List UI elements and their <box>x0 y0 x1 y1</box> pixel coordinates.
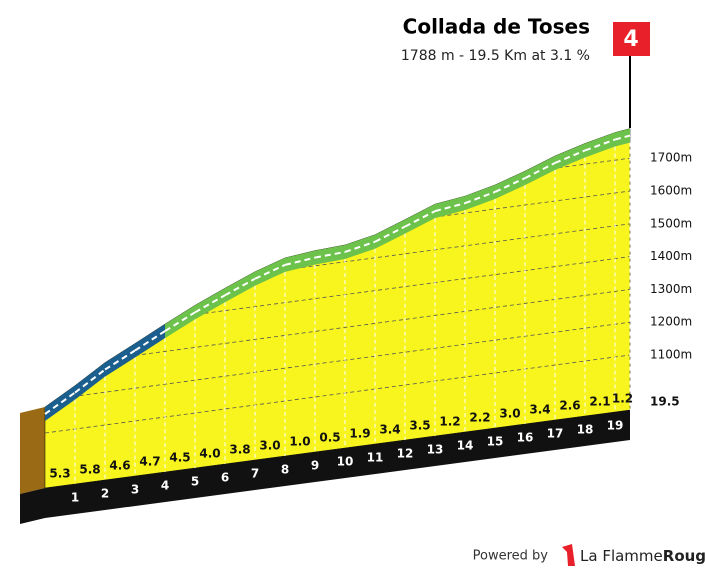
y-tick-label: 1100m <box>650 348 692 362</box>
brand: La FlammeRouge <box>580 547 705 565</box>
gradient-label: 4.7 <box>139 455 160 469</box>
gradient-label: 3.8 <box>229 443 250 457</box>
gradient-segment <box>135 324 165 358</box>
center-dash <box>284 256 316 266</box>
center-dash <box>434 202 466 213</box>
center-dash <box>194 294 226 314</box>
center-dash <box>164 311 196 332</box>
y-tick-label: 1200m <box>650 315 692 329</box>
x-tick-label: 12 <box>397 447 414 461</box>
center-dash <box>524 162 556 180</box>
gradient-label: 3.0 <box>259 439 280 453</box>
x-tick-label: 16 <box>517 431 534 445</box>
gradient-segment <box>255 257 285 286</box>
x-tick-label: 9 <box>311 459 319 473</box>
x-tick-label: 3 <box>131 483 139 497</box>
gradient-segment <box>525 155 555 186</box>
x-tick-label: 10 <box>337 455 354 469</box>
center-dash <box>314 251 346 259</box>
gradient-segment <box>195 288 225 320</box>
gradient-label: 1.9 <box>349 427 370 441</box>
center-dash <box>494 177 526 193</box>
profile: 1100m1200m1300m1400m1500m1600m1700m5.315… <box>20 128 692 524</box>
gradient-segment <box>405 204 435 234</box>
center-dash <box>254 263 286 280</box>
side-face <box>20 407 45 494</box>
gradient-segment <box>45 385 75 421</box>
center-dash <box>344 240 376 253</box>
x-tick-label: 18 <box>577 423 594 437</box>
gradient-label: 1.2 <box>612 392 633 406</box>
gradient-label: 4.0 <box>199 447 220 461</box>
gradient-segment <box>105 343 135 377</box>
x-tick-label: 6 <box>221 471 229 485</box>
grid-line <box>45 289 630 368</box>
x-tick-label: 17 <box>547 427 564 441</box>
gradient-segment <box>375 219 405 249</box>
x-tick-label: 15 <box>487 435 504 449</box>
gradient-segment <box>225 271 255 303</box>
y-tick-label: 1700m <box>650 151 692 165</box>
x-tick-label: 19 <box>607 419 624 433</box>
gradient-label: 5.8 <box>79 463 100 477</box>
gradient-label: 2.2 <box>469 411 490 425</box>
x-tick-label: 14 <box>457 439 474 453</box>
gradient-segment <box>555 143 585 170</box>
gradient-label: 2.6 <box>559 399 580 413</box>
km-band <box>45 410 630 518</box>
y-tick-label: 1300m <box>650 282 692 296</box>
chart-subtitle: 1788 m - 19.5 Km at 3.1 % <box>401 48 590 64</box>
center-dash <box>224 277 256 297</box>
gradient-segment <box>465 184 495 211</box>
brand-b: Rouge <box>663 547 705 565</box>
y-tick-label: 1500m <box>650 216 692 230</box>
center-dash <box>104 349 136 371</box>
grid-line <box>45 321 630 401</box>
x-tick-label: 7 <box>251 467 259 481</box>
x-tick-label: 19.5 <box>650 395 680 409</box>
x-tick-label: 8 <box>281 463 289 477</box>
center-dash <box>374 225 406 243</box>
gradient-segment <box>165 305 195 339</box>
gradient-segment <box>495 171 525 199</box>
center-dash <box>404 210 436 228</box>
gradient-label: 5.3 <box>49 467 70 481</box>
center-dash <box>74 368 106 394</box>
gradient-label: 3.4 <box>379 423 400 437</box>
gradient-label: 3.0 <box>499 407 520 421</box>
x-tick-label: 4 <box>161 479 169 493</box>
gradient-label: 4.6 <box>109 459 130 473</box>
y-tick-label: 1400m <box>650 249 692 263</box>
side-base <box>20 488 45 524</box>
powered-by: Powered by <box>473 549 549 564</box>
x-tick-label: 2 <box>101 487 109 501</box>
gradient-label: 2.1 <box>589 395 610 409</box>
gradient-label: 1.2 <box>439 415 460 429</box>
grid-line <box>45 354 630 434</box>
center-dash <box>584 138 616 152</box>
gradient-label: 3.5 <box>409 419 430 433</box>
center-dash <box>464 191 496 205</box>
center-dash <box>134 330 166 352</box>
gradient-segment <box>75 362 105 400</box>
gradient-segment <box>615 128 630 147</box>
chart-title: Collada de Toses <box>403 15 590 39</box>
x-tick-label: 11 <box>367 451 384 465</box>
gradient-label: 3.4 <box>529 403 550 417</box>
x-tick-label: 13 <box>427 443 444 457</box>
flag <box>613 22 650 56</box>
center-dash <box>44 391 76 415</box>
x-tick-label: 5 <box>191 475 199 489</box>
y-tick-label: 1600m <box>650 184 692 198</box>
brand-a: La Flamme <box>580 547 663 565</box>
x-tick-label: 1 <box>71 491 79 505</box>
center-dash <box>554 149 586 164</box>
flag-label: 4 <box>623 27 638 52</box>
gradient-label: 0.5 <box>319 431 340 445</box>
center-dash <box>614 134 631 141</box>
logo <box>562 544 575 566</box>
gradient-label: 4.5 <box>169 451 190 465</box>
gradient-label: 1.0 <box>289 435 310 449</box>
